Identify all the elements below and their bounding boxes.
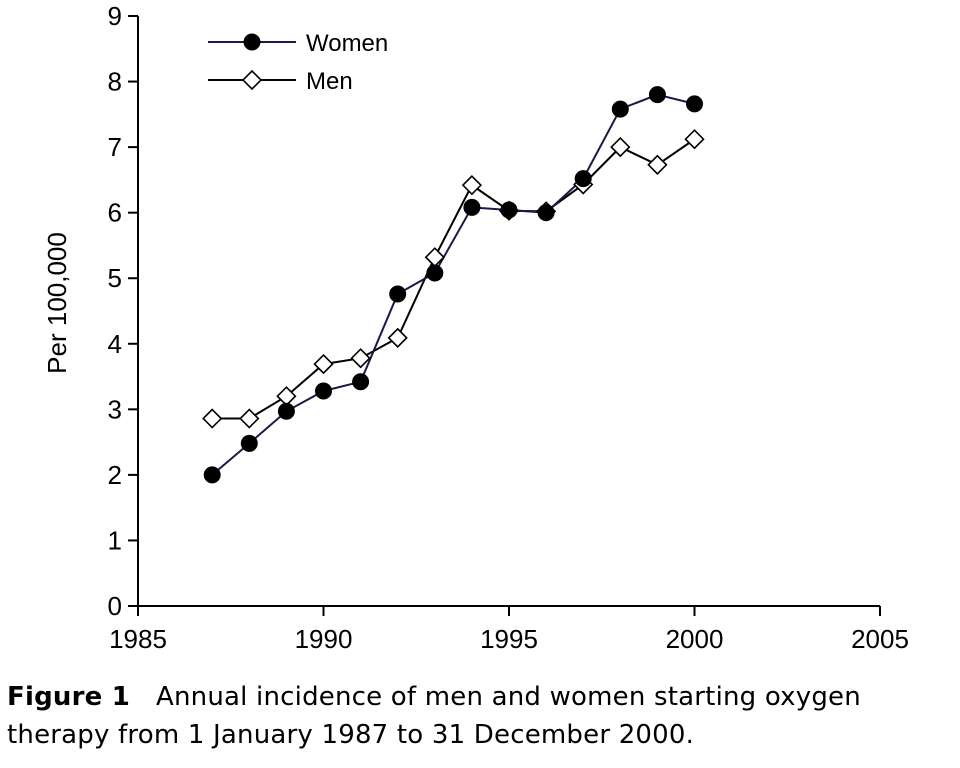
data-point-men xyxy=(239,408,260,429)
data-point-women xyxy=(537,204,555,222)
y-tick-label: 2 xyxy=(108,460,122,490)
figure-caption: Figure 1 Annual incidence of men and wome… xyxy=(7,678,957,754)
legend-label-men: Men xyxy=(306,68,353,95)
data-point-men xyxy=(350,348,371,369)
x-tick-label: 1985 xyxy=(109,624,167,654)
data-point-women xyxy=(277,402,295,420)
data-point-women xyxy=(203,466,221,484)
data-point-women xyxy=(500,201,518,219)
data-point-women xyxy=(611,100,629,118)
data-point-women xyxy=(426,264,444,282)
data-point-women xyxy=(574,170,592,188)
data-point-women xyxy=(463,198,481,216)
y-tick-label: 9 xyxy=(108,1,122,31)
data-point-men xyxy=(647,154,668,175)
data-point-women xyxy=(686,95,703,113)
y-tick-label: 1 xyxy=(108,525,122,555)
y-tick-label: 4 xyxy=(108,329,122,359)
data-point-men xyxy=(684,129,705,150)
x-tick-label: 1990 xyxy=(295,624,353,654)
y-tick-label: 0 xyxy=(108,591,122,621)
y-tick-label: 7 xyxy=(108,132,122,162)
data-point-men xyxy=(461,175,483,196)
data-point-women xyxy=(648,86,666,104)
series-line-men xyxy=(212,138,696,420)
y-tick-label: 8 xyxy=(108,67,122,97)
figure-label: Figure 1 xyxy=(7,682,130,712)
x-tick-label: 2000 xyxy=(666,624,724,654)
data-point-women xyxy=(389,285,407,303)
data-point-men xyxy=(610,136,631,158)
data-point-women xyxy=(240,434,258,452)
data-point-men xyxy=(387,327,408,349)
legend-label-women: Women xyxy=(306,30,388,57)
data-point-men xyxy=(313,353,334,375)
legend-marker-men xyxy=(241,69,263,91)
figure-caption-text: Annual incidence of men and women starti… xyxy=(7,682,861,750)
line-chart: 0 1 2 3 4 5 6 7 8 9 1985 1990 1995 2000 2005 Per 100,00… xyxy=(42,1,909,654)
data-point-women xyxy=(352,373,370,391)
x-tick-label: 1995 xyxy=(480,624,538,654)
y-tick-label: 5 xyxy=(108,263,122,293)
data-point-women xyxy=(315,382,332,400)
data-point-men xyxy=(202,408,223,429)
x-tick-label: 2005 xyxy=(851,624,909,654)
y-tick-label: 6 xyxy=(108,198,122,228)
y-tick-label: 3 xyxy=(108,394,122,424)
y-axis-label: Per 100,000 xyxy=(42,232,72,374)
legend-marker-women xyxy=(243,33,261,51)
